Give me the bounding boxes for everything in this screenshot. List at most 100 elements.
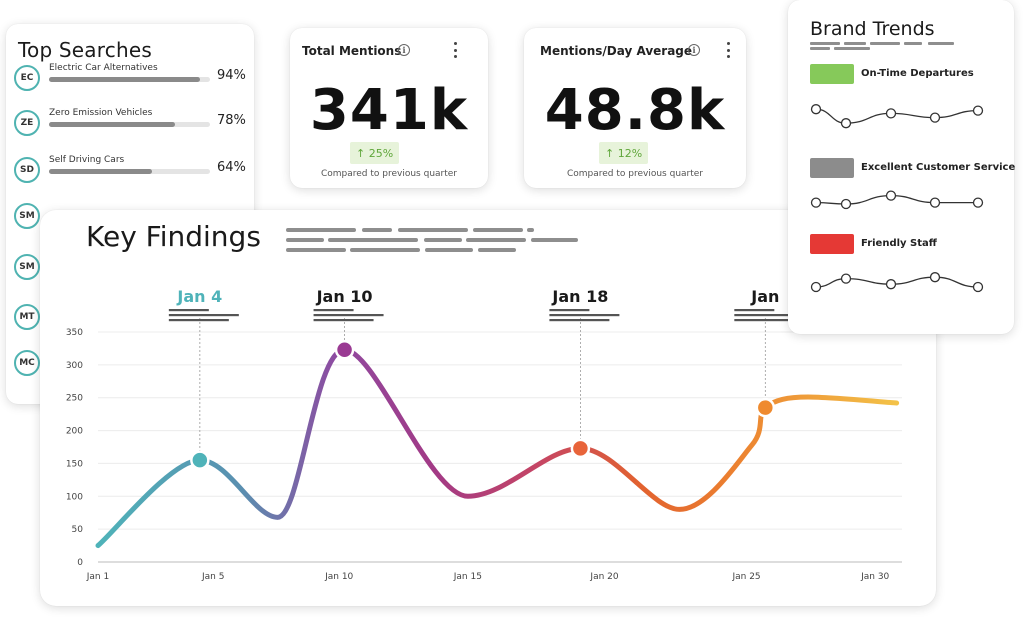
annotation-point[interactable] — [334, 339, 355, 360]
series-line-mentions — [95, 347, 900, 549]
annotation-placeholder-line — [168, 319, 229, 322]
sparkline — [815, 194, 978, 205]
search-percent: 94% — [217, 68, 246, 83]
header-placeholder-lines — [286, 228, 578, 252]
annotation-date-label: Jan 18 — [551, 287, 608, 306]
y-tick-label: 0 — [77, 558, 83, 568]
top-searches-title: Top Searches — [18, 38, 152, 62]
title-placeholder-line — [810, 47, 830, 50]
sparkline-point — [840, 273, 852, 284]
legend-swatch — [810, 234, 854, 254]
sparkline — [815, 276, 979, 288]
search-row[interactable]: ZE Zero Emission Vehicles 78% — [14, 108, 250, 140]
y-tick-label: 250 — [66, 394, 83, 404]
avatar: SD — [14, 157, 40, 183]
annotation-placeholder-line — [313, 319, 374, 322]
mentions-per-day-card: Mentions/Day Average i 48.8k ↑ 12% Compa… — [524, 28, 746, 188]
annotation-date-label: Jan 4 — [176, 287, 222, 306]
avatar: EC — [14, 65, 40, 91]
placeholder-dash — [527, 228, 534, 232]
title-placeholder-line — [834, 47, 870, 50]
sparkline-point — [972, 197, 984, 208]
sparkline-point — [885, 190, 897, 201]
annotation-placeholder-line — [734, 309, 775, 312]
mentions-per-day-value: 48.8k — [544, 78, 726, 143]
annotation-point[interactable] — [190, 450, 210, 470]
legend-swatch — [810, 158, 854, 178]
sparkline-point — [885, 108, 897, 119]
annotation-placeholder-line — [168, 314, 239, 317]
sparkline-point — [929, 112, 941, 123]
mentions-per-day-title: Mentions/Day Average — [540, 44, 693, 58]
info-icon[interactable]: i — [398, 44, 410, 56]
y-tick-label: 100 — [66, 492, 83, 502]
x-tick-label: Jan 15 — [453, 572, 482, 582]
search-row[interactable]: MT — [14, 304, 250, 334]
key-findings-title: Key Findings — [86, 220, 261, 253]
placeholder-dash — [286, 248, 346, 252]
avatar: SM — [14, 254, 40, 280]
search-progress-bar — [49, 77, 210, 82]
sparkline-point — [810, 281, 822, 293]
annotation-placeholder-line — [734, 314, 805, 317]
search-row[interactable]: MC — [14, 350, 250, 380]
sparkline-point — [840, 198, 852, 210]
title-placeholder-line — [870, 42, 900, 45]
placeholder-dash — [466, 238, 526, 242]
placeholder-dash — [286, 228, 356, 232]
mentions-per-day-note: Compared to previous quarter — [566, 169, 704, 179]
y-tick-label: 200 — [66, 427, 83, 437]
annotation-placeholder-line — [168, 309, 209, 312]
search-progress-bar — [49, 169, 210, 174]
placeholder-dash — [531, 238, 578, 242]
avatar: SM — [14, 203, 40, 229]
annotation-date-label: Jan — [750, 287, 779, 306]
avatar: MT — [14, 304, 40, 330]
legend-swatch — [810, 64, 854, 84]
placeholder-dash — [286, 238, 324, 242]
search-progress-fill — [49, 77, 201, 82]
annotation-placeholder-line — [549, 314, 620, 317]
y-tick-label: 300 — [66, 361, 83, 371]
brand-trends-graphics — [810, 42, 984, 293]
placeholder-dash — [473, 228, 523, 232]
x-tick-label: Jan 10 — [324, 572, 353, 582]
total-mentions-card: Total Mentions i 341k ↑ 25% Compared to … — [290, 28, 488, 188]
brand-trends-title: Brand Trends — [810, 18, 935, 40]
key-findings-chart: 0 50 100 150 200 250 300 350 Jan 1 Jan 5 Jan 10 Jan… — [66, 228, 902, 582]
sparkline-point — [810, 104, 822, 115]
search-progress-fill — [49, 169, 153, 174]
total-mentions-value: 341k — [309, 78, 469, 143]
total-mentions-note: Compared to previous quarter — [320, 169, 458, 179]
annotation-placeholder-line — [313, 309, 354, 312]
search-row[interactable]: SM — [14, 254, 250, 284]
y-tick-label: 50 — [72, 525, 84, 535]
trend-label: On-Time Departures — [861, 68, 974, 79]
total-mentions-change-badge: ↑ 25% — [350, 142, 400, 164]
annotation-placeholder-line — [549, 309, 590, 312]
search-row[interactable]: EC Electric Car Alternatives 94% — [14, 63, 250, 95]
mentions-per-day-change-badge: ↑ 12% — [599, 142, 649, 164]
x-tick-label: Jan 1 — [86, 572, 109, 582]
annotation-date-label: Jan 10 — [316, 287, 373, 306]
annotation-point[interactable] — [755, 397, 776, 418]
brand-trends-card: Brand Trends On-Time Departures Excellent… — [788, 0, 1015, 334]
search-row[interactable]: SM — [14, 203, 250, 233]
info-icon[interactable]: i — [688, 44, 700, 56]
x-tick-label: Jan 20 — [589, 572, 618, 582]
search-progress-bar — [49, 122, 210, 127]
placeholder-dash — [424, 238, 462, 242]
sparkline-point — [885, 279, 897, 290]
avatar: ZE — [14, 110, 40, 136]
more-options-icon[interactable] — [725, 42, 731, 58]
more-options-icon[interactable] — [452, 42, 458, 58]
placeholder-dash — [398, 228, 468, 232]
placeholder-dash — [425, 248, 473, 252]
sparkline-point — [840, 118, 852, 129]
annotation-point[interactable] — [570, 438, 591, 459]
search-row[interactable]: SD Self Driving Cars 64% — [14, 155, 250, 187]
search-progress-fill — [49, 122, 175, 127]
sparkline-point — [972, 105, 984, 116]
y-tick-label: 150 — [66, 459, 83, 469]
placeholder-dash — [362, 228, 392, 232]
